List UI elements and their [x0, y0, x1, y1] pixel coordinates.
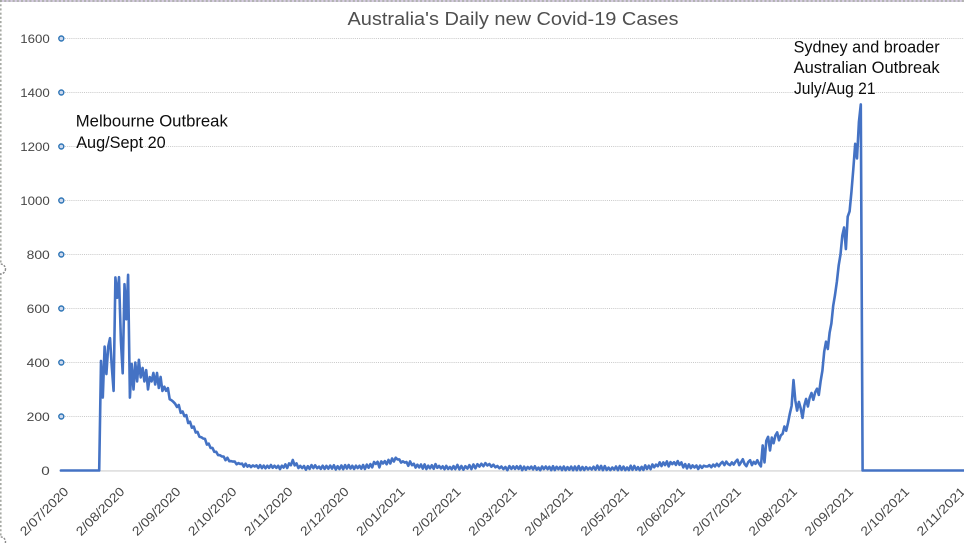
svg-text:Australian Outbreak: Australian Outbreak: [794, 58, 940, 77]
svg-text:0: 0: [41, 464, 50, 478]
svg-text:Sydney and broader: Sydney and broader: [794, 37, 940, 56]
svg-text:1400: 1400: [20, 86, 50, 100]
svg-text:Australia's Daily new Covid-19: Australia's Daily new Covid-19 Cases: [348, 9, 679, 29]
svg-text:1600: 1600: [20, 32, 50, 46]
svg-text:800: 800: [27, 248, 51, 262]
svg-text:400: 400: [27, 356, 51, 370]
svg-text:Aug/Sept 20: Aug/Sept 20: [76, 133, 166, 152]
svg-text:200: 200: [27, 410, 51, 424]
svg-text:1000: 1000: [20, 194, 50, 208]
svg-text:Melbourne Outbreak: Melbourne Outbreak: [76, 112, 228, 131]
svg-text:1200: 1200: [20, 140, 50, 154]
svg-text:600: 600: [27, 302, 51, 316]
svg-text:July/Aug 21: July/Aug 21: [794, 79, 876, 98]
